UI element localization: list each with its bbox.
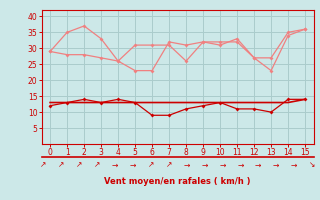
Text: ↗: ↗ [58,160,64,170]
X-axis label: Vent moyen/en rafales ( km/h ): Vent moyen/en rafales ( km/h ) [104,177,251,186]
Text: →: → [219,160,226,170]
Text: ↘: ↘ [309,160,315,170]
Text: →: → [273,160,279,170]
Text: →: → [255,160,261,170]
Text: ↗: ↗ [40,160,46,170]
Text: ↗: ↗ [165,160,172,170]
Text: →: → [201,160,208,170]
Text: →: → [183,160,190,170]
Text: →: → [112,160,118,170]
Text: ↗: ↗ [94,160,100,170]
Text: ↗: ↗ [148,160,154,170]
Text: →: → [130,160,136,170]
Text: ↗: ↗ [76,160,82,170]
Text: →: → [237,160,244,170]
Text: →: → [291,160,297,170]
